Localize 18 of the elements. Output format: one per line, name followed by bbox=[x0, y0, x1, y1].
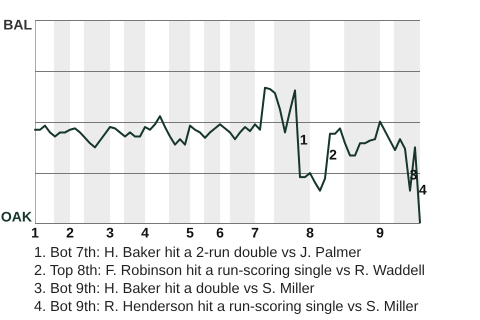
text: 4. Bot 9th: R. Henderson hit a run-scoring single vs S. Miller bbox=[34, 298, 420, 316]
text: 3. Bot 9th: H. Baker hit a double vs S. Miller bbox=[34, 280, 316, 298]
ref-line-label: OAK bbox=[0, 208, 32, 224]
x-tick-label: 6 bbox=[216, 224, 224, 240]
x-tick-label: 8 bbox=[306, 224, 314, 240]
annotation: 2 bbox=[329, 146, 338, 162]
text: 1. Bot 7th: H. Baker hit a 2-run double vs J. Palmer bbox=[34, 244, 362, 262]
x-tick-label: 3 bbox=[106, 224, 114, 240]
x-tick-label: 7 bbox=[251, 224, 260, 240]
x-tick-label: 9 bbox=[376, 224, 384, 240]
annotation: 1 bbox=[300, 131, 308, 148]
x-tick-label: 5 bbox=[186, 224, 194, 240]
ref-line-label: BAL bbox=[3, 16, 32, 32]
text: 2. Top 8th: F. Robinson hit a run-scoring single vs R. Waddell bbox=[34, 262, 425, 280]
x-tick-label: 4 bbox=[141, 224, 150, 240]
x-tick-label: 1 bbox=[31, 224, 40, 240]
x-tick-label: 2 bbox=[66, 224, 74, 240]
annotation: 4 bbox=[418, 182, 427, 198]
